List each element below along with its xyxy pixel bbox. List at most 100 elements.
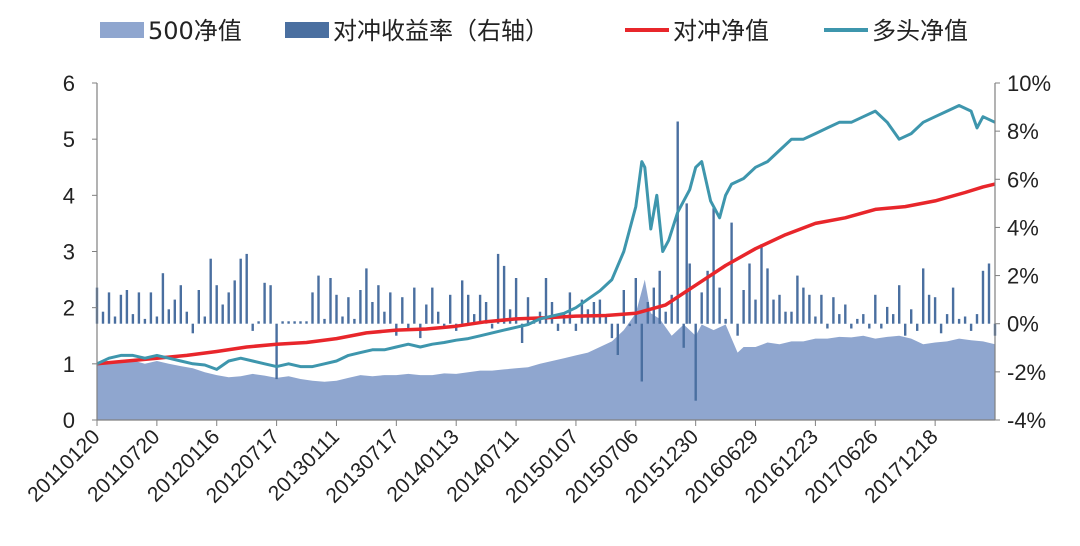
hedge-return-bar [191, 323, 194, 334]
hedge-return-bar [724, 318, 727, 324]
hedge-return-bar [473, 314, 476, 324]
hedge-return-bar [694, 323, 697, 401]
y-left-tick-label: 1 [63, 352, 75, 377]
y-right-tick-label: 2% [1007, 264, 1039, 289]
hedge-return-bar [281, 321, 284, 324]
hedge-return-bar [790, 311, 793, 324]
hedge-return-bar [700, 292, 703, 324]
hedge-return-bar [365, 268, 368, 324]
legend-label: 500净值 [148, 17, 242, 45]
hedge-return-bar [784, 311, 787, 324]
hedge-return-bar [203, 316, 206, 324]
hedge-return-bar [101, 311, 105, 324]
hedge-return-bar [670, 294, 673, 324]
hedge-return-bar [682, 323, 685, 348]
hedge-return-bar [514, 278, 518, 324]
hedge-return-bar [658, 270, 661, 324]
hedge-return-bar [718, 287, 721, 324]
legend-label: 对冲收益率（右轴） [333, 17, 549, 45]
line-layer [96, 104, 996, 371]
y-right-tick-label: 0% [1007, 312, 1039, 337]
hedge-return-bar [963, 316, 967, 324]
hedge-return-bar [826, 323, 829, 329]
hedge-return-bar [269, 285, 272, 324]
hedge-return-bar [359, 290, 362, 324]
hedge-return-bar [820, 294, 823, 324]
hedge-return-bar [987, 263, 991, 324]
hedge-return-bar [712, 208, 715, 324]
hedge-return-bar [401, 297, 404, 324]
y-left-tick-label: 2 [63, 296, 75, 321]
hedge-return-bar [568, 292, 572, 324]
hedge-return-bar [526, 297, 530, 324]
hedge-return-bar [802, 287, 805, 324]
hedge-return-bar [850, 323, 853, 329]
hedge-return-bar [239, 258, 242, 324]
hedge-return-bar [179, 285, 182, 324]
hedge-return-bar [616, 323, 619, 355]
hedge-return-bar [502, 265, 506, 324]
y-left-tick-label: 6 [63, 71, 75, 96]
hedge-return-bar [628, 323, 631, 327]
hedge-return-bar [981, 270, 985, 324]
hedge-return-bar [341, 316, 344, 324]
hedge-return-bar [377, 285, 380, 324]
y-right-tick-label: 4% [1007, 215, 1039, 240]
hedge-return-bar [676, 121, 679, 324]
hedge-return-bar [766, 268, 769, 324]
hedge-return-bar [323, 318, 326, 324]
hedge-return-bar [640, 323, 643, 382]
hedge-return-bar [467, 294, 470, 324]
hedge-return-bar [407, 323, 410, 331]
hedge-return-bar [880, 323, 883, 329]
hedge-return-bar [652, 287, 655, 324]
legend: 500净值 对冲收益率（右轴） 对冲净值 多头净值 [100, 17, 968, 45]
hedge-return-bar [143, 318, 147, 324]
hedge-return-bar [730, 222, 733, 324]
legend-label: 多头净值 [872, 17, 968, 45]
hedge-return-bar [275, 323, 278, 380]
y-right-tick-label: -2% [1007, 360, 1046, 385]
y-left-tick-label: 0 [63, 408, 75, 433]
hedge-return-bar [610, 323, 614, 339]
hedge-return-bar [892, 314, 895, 324]
hedge-return-bar [838, 314, 841, 324]
hedge-return-bar [634, 278, 637, 324]
hedge-return-bar [910, 309, 913, 324]
hedge-return-bar [383, 311, 386, 324]
hedge-return-bar [574, 323, 578, 331]
hedge-return-bar [425, 304, 428, 324]
hedge-return-bar [754, 299, 757, 324]
y-right-tick-label: 6% [1007, 167, 1039, 192]
hedge-return-bar [556, 323, 560, 331]
y-right-tick-label: 8% [1007, 119, 1039, 144]
hedge-return-bar [245, 253, 248, 324]
hedge-return-bar [808, 294, 811, 324]
hedge-return-bar [197, 290, 200, 324]
hedge-return-bar [389, 292, 392, 324]
hedge-return-bar [550, 302, 554, 324]
hedge-return-bar [161, 273, 165, 324]
hedge-return-bar [371, 302, 374, 324]
hedge-return-bar [927, 294, 931, 324]
hedge-return-bar [688, 263, 691, 324]
hedge-return-bar [862, 314, 865, 324]
hedge-return-bar [562, 314, 566, 324]
y-left-tick-label: 3 [63, 240, 75, 265]
hedge-return-bar [215, 285, 218, 324]
hedge-return-bar [874, 294, 877, 324]
hedge-return-bar [490, 323, 494, 329]
hedge-return-bar [496, 253, 500, 324]
hedge-return-bar [478, 294, 482, 324]
hedge-return-bar [329, 278, 332, 324]
hedge-return-bar [772, 299, 775, 324]
hedge-return-bar [592, 302, 596, 324]
hedge-return-bar [305, 321, 308, 324]
hedge-return-bar [508, 309, 512, 324]
hedge-return-bar [431, 287, 434, 324]
hedge-return-bar [335, 294, 338, 324]
line-hedge-nav [96, 182, 996, 366]
hedge-return-bar [580, 299, 584, 324]
hedge-return-bar [898, 285, 901, 324]
